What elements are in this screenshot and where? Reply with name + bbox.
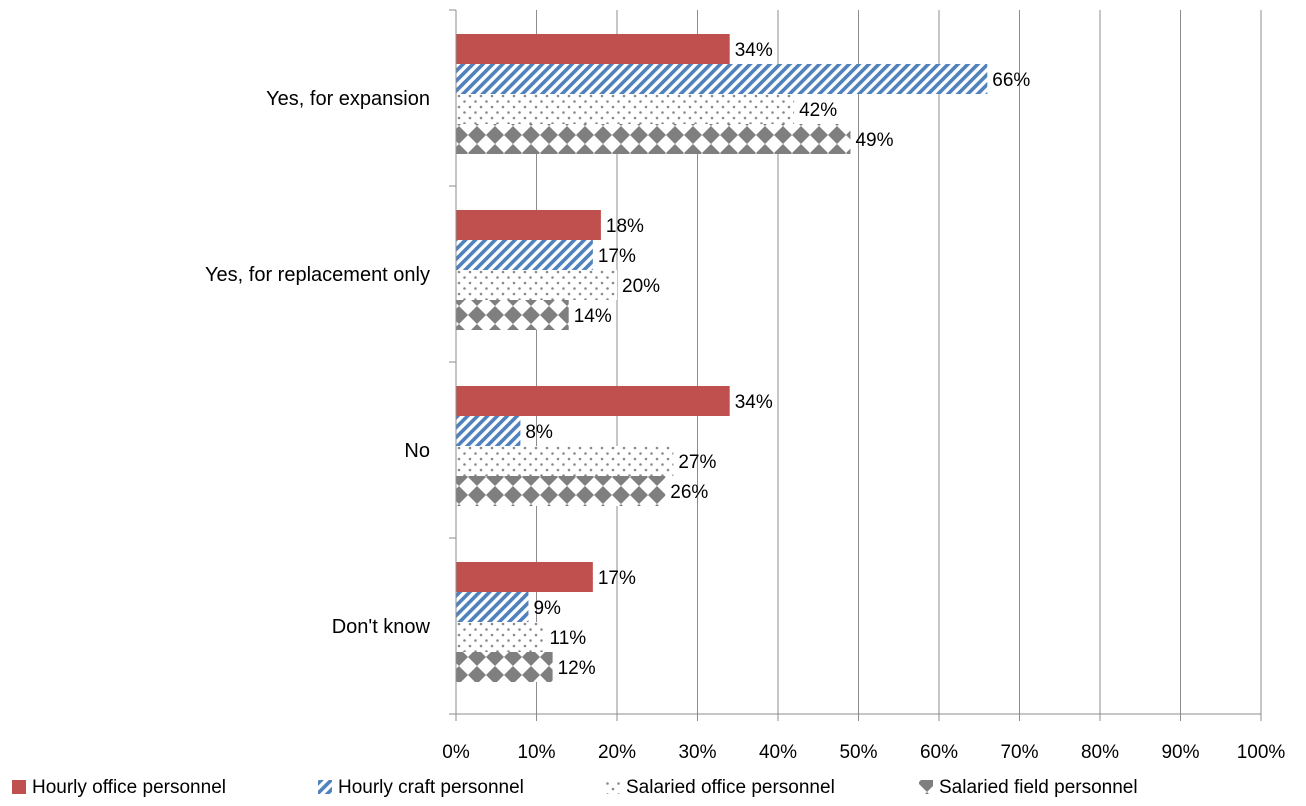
- bar: [456, 94, 795, 124]
- x-tick-label: 20%: [598, 742, 636, 763]
- category-label: Yes, for replacement only: [205, 264, 430, 286]
- x-tick-label: 0%: [442, 742, 470, 763]
- x-tick-label: 30%: [678, 742, 716, 763]
- legend-swatch: [12, 780, 26, 794]
- data-label: 49%: [855, 130, 893, 151]
- x-tick-label: 10%: [517, 742, 555, 763]
- x-tick-label: 90%: [1161, 742, 1199, 763]
- data-label: 14%: [574, 306, 612, 327]
- data-label: 17%: [598, 246, 636, 267]
- bar: [456, 476, 666, 506]
- legend-label: Hourly office personnel: [32, 777, 226, 798]
- data-label: 9%: [533, 598, 561, 619]
- bar: [456, 592, 529, 622]
- legend-swatch: [606, 780, 620, 794]
- x-tick-label: 60%: [920, 742, 958, 763]
- category-label: Yes, for expansion: [266, 88, 430, 110]
- legend-label: Hourly craft personnel: [338, 777, 524, 798]
- bar: [456, 416, 521, 446]
- x-tick-label: 40%: [759, 742, 797, 763]
- bar: [456, 124, 851, 154]
- data-label: 12%: [558, 658, 596, 679]
- x-tick-label: 100%: [1237, 742, 1286, 763]
- x-tick-label: 50%: [839, 742, 877, 763]
- bar: [456, 622, 545, 652]
- legend-label: Salaried field personnel: [939, 777, 1138, 798]
- axes: 0% 10% 20% 30% 40% 50% 60% 70% 80% 90% 100% Yes, fo…: [205, 9, 1286, 763]
- bar: [456, 64, 988, 94]
- data-label: 66%: [992, 70, 1030, 91]
- legend-swatch: [318, 780, 332, 794]
- category-label: Don't know: [332, 616, 431, 638]
- data-label: 42%: [799, 100, 837, 121]
- data-label: 11%: [550, 628, 587, 649]
- legend-label: Salaried office personnel: [626, 777, 835, 798]
- legend: Hourly office personnel Hourly craft pers…: [12, 777, 1138, 798]
- bar: [456, 34, 730, 64]
- x-tick-label: 70%: [1000, 742, 1038, 763]
- data-label: 20%: [622, 276, 660, 297]
- data-label: 17%: [598, 568, 636, 589]
- category-label: No: [404, 440, 430, 462]
- x-tick-label: 80%: [1081, 742, 1119, 763]
- bar: [456, 210, 601, 240]
- data-label: 26%: [670, 482, 708, 503]
- bars: [456, 34, 988, 682]
- bar: [456, 270, 617, 300]
- legend-swatch: [919, 780, 933, 794]
- data-label: 27%: [678, 452, 716, 473]
- bar: [456, 386, 730, 416]
- data-label: 34%: [735, 392, 773, 413]
- data-label: 34%: [735, 40, 773, 61]
- bar: [456, 240, 593, 270]
- bar: [456, 446, 674, 476]
- data-label: 18%: [606, 216, 644, 237]
- bar: [456, 652, 553, 682]
- bar: [456, 300, 569, 330]
- data-labels: 34% 66% 42% 49% 18% 17% 20% 14% 34% 8% 27% 26% 17% 9%…: [525, 40, 1030, 679]
- data-label: 8%: [525, 422, 553, 443]
- bar: [456, 562, 593, 592]
